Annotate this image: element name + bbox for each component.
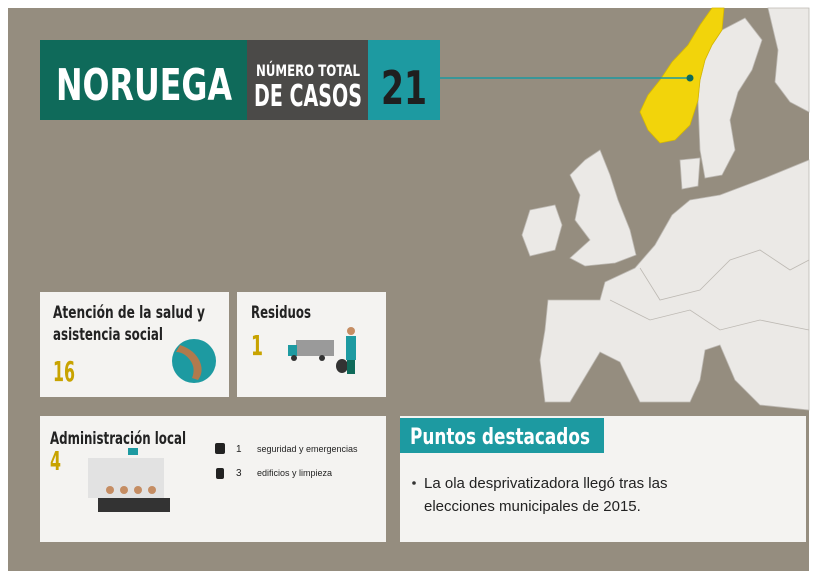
item-label: edificios y limpieza [257,468,332,478]
total-label: NÚMERO TOTAL [256,61,360,80]
sector-count: 16 [53,355,75,388]
continent [539,159,810,411]
office-icon [88,448,170,512]
item-label: seguridad y emergencias [257,444,358,454]
highlights-header [400,418,604,453]
finland [767,7,810,113]
highlight-text: La ola desprivatizadora llegó tras las [424,475,667,492]
uk [569,149,637,267]
country: NORUEGA [56,60,232,111]
norway [639,7,725,144]
map [521,7,810,411]
total-box [368,40,440,120]
highlights-title: Puntos destacados [410,425,590,450]
highlight-text: elecciones municipales de 2015. [424,498,641,515]
border [609,299,810,331]
item-count: 1 [236,444,242,455]
total-label-box [247,40,368,120]
sector-name: Residuos [251,303,311,323]
truck-icon [288,327,356,374]
item-count: 3 [236,468,242,479]
health-icon-hand [176,345,202,380]
sector-count: 4 [50,447,61,477]
list-icons [215,443,225,479]
country-box [40,40,247,120]
bullet [412,481,416,485]
total: 21 [381,61,427,115]
denmark [679,157,701,190]
ireland [521,204,563,257]
sector-count: 1 [251,329,263,362]
sector-name: asistencia social [53,325,163,345]
border [639,249,810,301]
connector-dot [686,74,694,82]
sector-name: Atención de la salud y [53,303,205,323]
total-label: DE CASOS [254,79,362,114]
sector-name: Administración local [50,429,186,449]
